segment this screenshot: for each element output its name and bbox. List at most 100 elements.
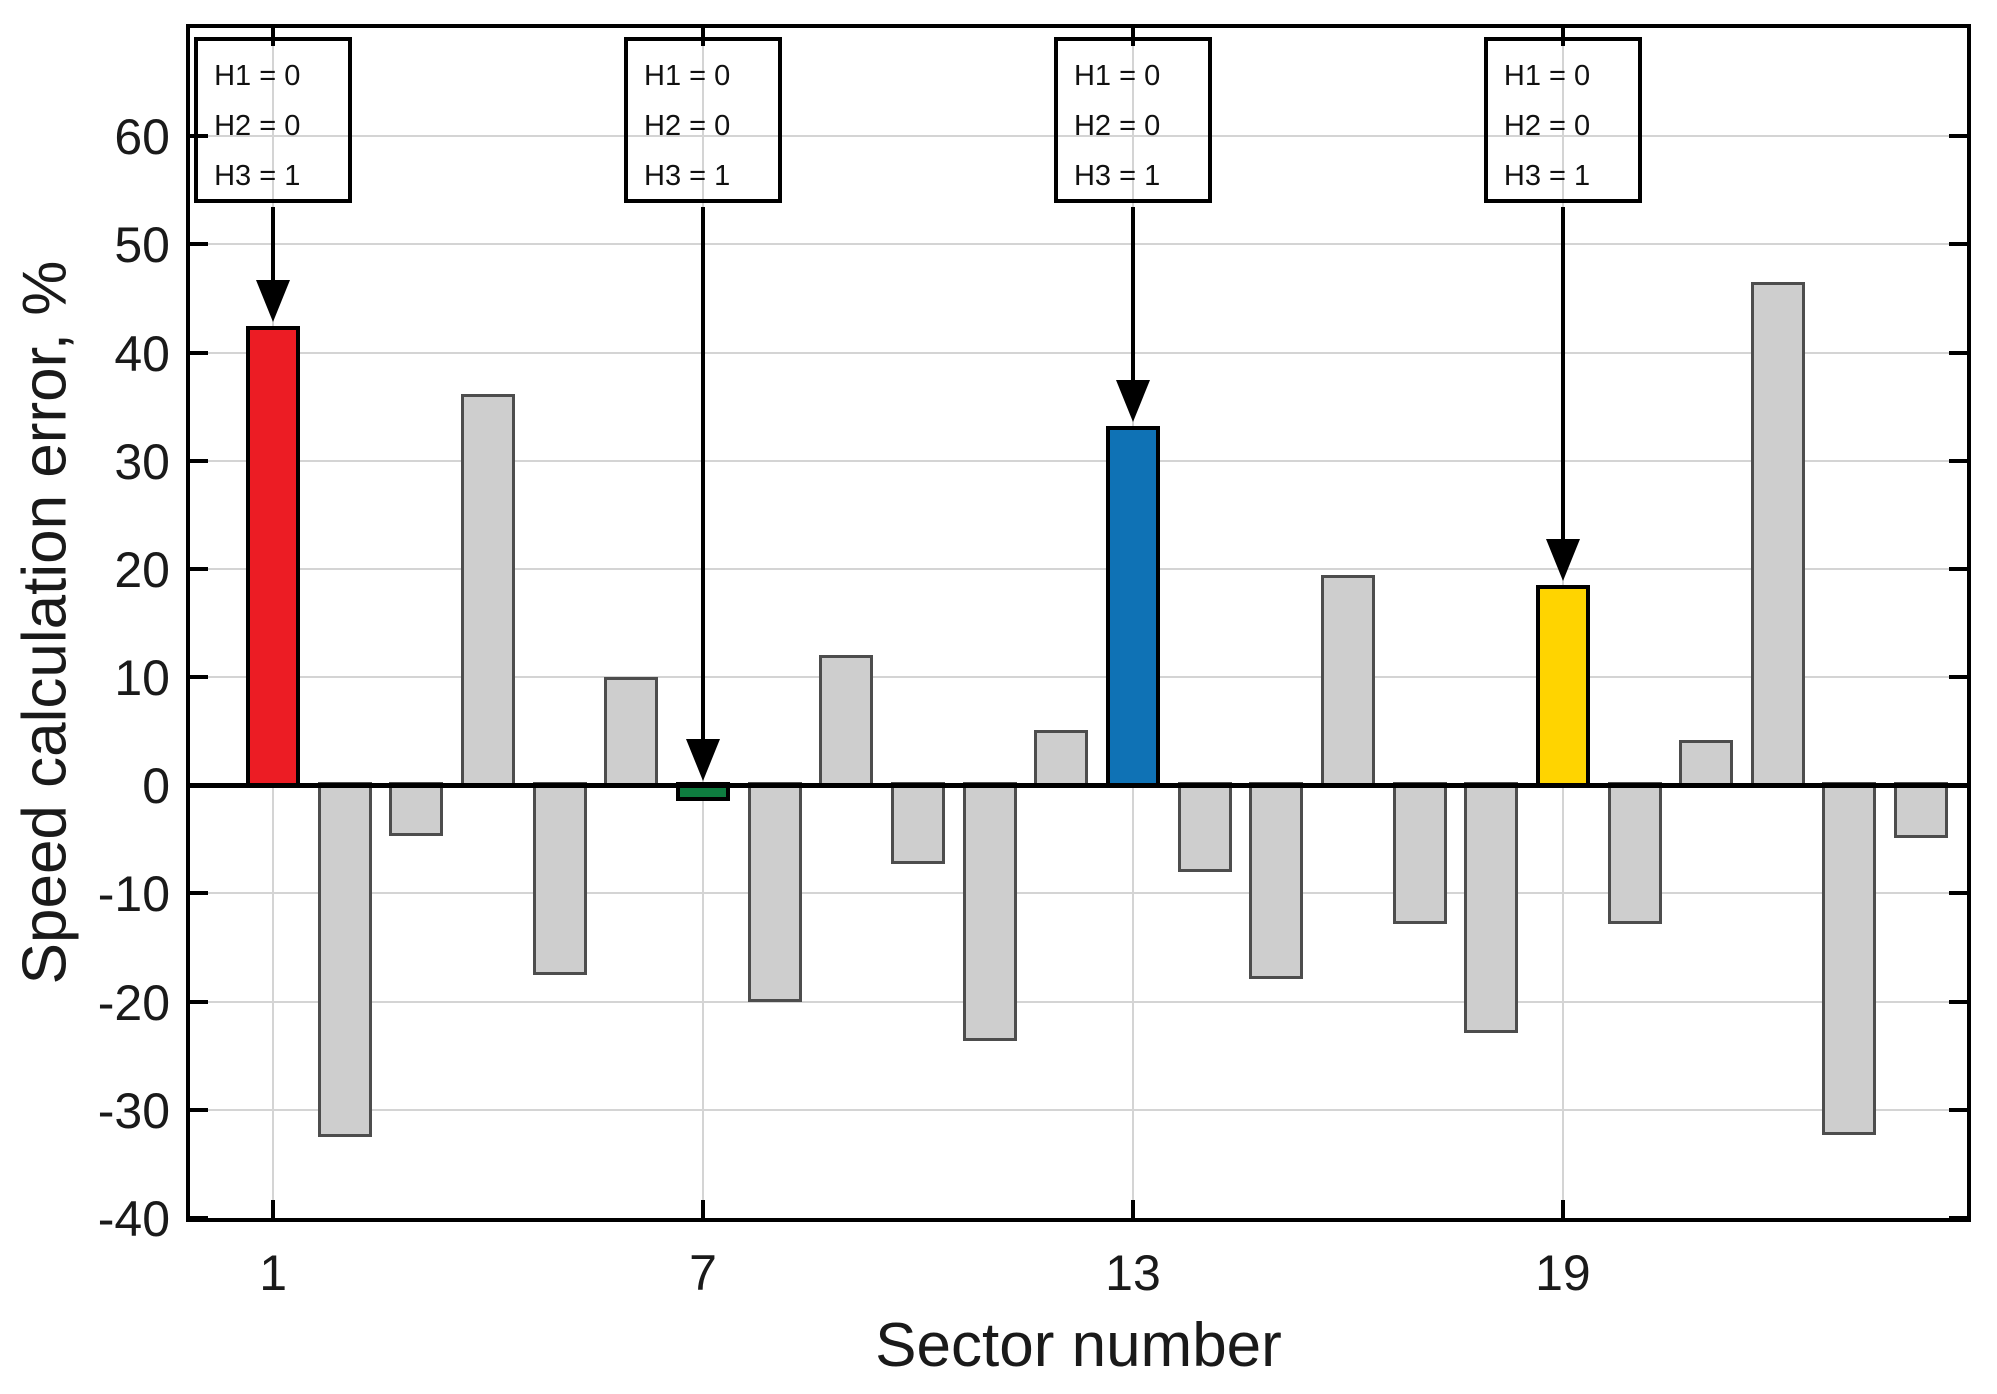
plot-area-border [186, 24, 1971, 1222]
bar-sector-3 [389, 782, 444, 837]
horizontal-gridline [190, 567, 1967, 570]
y-tick-left [190, 1216, 208, 1220]
x-tick-label: 1 [259, 1245, 288, 1301]
y-tick-label: 0 [142, 758, 170, 815]
y-tick-left [190, 783, 208, 788]
y-tick-label: 40 [114, 325, 170, 382]
y-tick-label: 30 [114, 433, 170, 490]
bar-sector-9 [819, 655, 874, 789]
bar-sector-10 [890, 782, 945, 865]
horizontal-gridline [190, 459, 1967, 462]
bar-sector-15 [1249, 782, 1304, 979]
annotation-arrow-line [701, 207, 706, 750]
annotation-text-line: H2 = 0 [1073, 110, 1161, 142]
annotation-arrow-head-icon [1115, 380, 1150, 423]
zero-line [190, 783, 1967, 789]
annotation-text-line: H2 = 0 [1503, 110, 1591, 142]
x-tick-label: 7 [689, 1245, 717, 1301]
bar-sector-11 [962, 782, 1017, 1041]
x-tick-label: 13 [1105, 1245, 1161, 1301]
annotation-text-line: H1 = 0 [1503, 60, 1591, 92]
x-tick-bottom [271, 1200, 276, 1218]
bar-sector-23 [1822, 782, 1877, 1135]
annotation-arrow-line [1130, 207, 1135, 391]
y-tick-left [190, 458, 208, 463]
y-tick-right [1949, 1216, 1967, 1220]
y-tick-right [1949, 891, 1967, 896]
bar-sector-5 [532, 782, 587, 975]
y-tick-right [1949, 783, 1967, 788]
horizontal-gridline [190, 1000, 1967, 1003]
y-tick-right [1949, 999, 1967, 1004]
annotation-text-line: H2 = 0 [214, 110, 301, 142]
y-tick-label: 50 [114, 217, 170, 274]
y-tick-label: -30 [97, 1082, 170, 1139]
bar-sector-20 [1607, 782, 1662, 924]
y-tick-left [190, 242, 208, 247]
y-tick-label: -40 [97, 1191, 170, 1247]
x-tick-bottom [1130, 1200, 1135, 1218]
y-tick-label: 60 [114, 109, 170, 166]
bar-sector-14 [1177, 782, 1232, 872]
bar-sector-24 [1894, 782, 1949, 839]
annotation-text-line: H3 = 1 [644, 160, 731, 192]
annotation-text-line: H2 = 0 [644, 110, 731, 142]
y-tick-right [1949, 134, 1967, 139]
y-tick-label: -20 [97, 974, 170, 1031]
bar-sector-22 [1750, 282, 1805, 789]
annotation-box-sector-13: H1 = 0 H2 = 0 H3 = 1 [1053, 37, 1212, 203]
y-tick-left [190, 350, 208, 355]
annotation-text-line: H1 = 0 [644, 60, 731, 92]
annotation-arrow-head-icon [256, 279, 291, 322]
bar-sector-21 [1679, 739, 1734, 789]
annotation-text-line: H1 = 0 [1073, 60, 1161, 92]
bar-sector-2 [317, 782, 372, 1137]
horizontal-gridline [190, 351, 1967, 354]
annotation-arrow-line [1560, 207, 1565, 550]
y-tick-label: 10 [114, 650, 170, 707]
y-tick-label: -10 [97, 866, 170, 923]
horizontal-gridline [190, 1108, 1967, 1111]
y-tick-left [190, 675, 208, 680]
y-tick-label: 20 [114, 541, 170, 598]
y-tick-left [190, 134, 208, 139]
x-tick-bottom [1560, 1200, 1565, 1218]
x-tick-label: 19 [1535, 1245, 1591, 1301]
y-tick-right [1949, 350, 1967, 355]
horizontal-gridline [190, 892, 1967, 895]
bar-sector-13 [1105, 426, 1160, 789]
horizontal-gridline [190, 676, 1967, 679]
annotation-arrow-head-icon [686, 739, 721, 782]
y-tick-right [1949, 242, 1967, 247]
horizontal-gridline [190, 243, 1967, 246]
x-tick-bottom [701, 1200, 706, 1218]
annotation-text-line: H1 = 0 [214, 60, 301, 92]
annotation-box-sector-19: H1 = 0 H2 = 0 H3 = 1 [1483, 37, 1642, 203]
y-tick-right [1949, 458, 1967, 463]
annotation-text-line: H3 = 1 [214, 160, 301, 192]
annotation-text-line: H3 = 1 [1073, 160, 1161, 192]
bar-sector-4 [461, 393, 516, 789]
y-axis-label: Speed calculation error, % [10, 260, 80, 985]
annotation-box-sector-7: H1 = 0 H2 = 0 H3 = 1 [624, 37, 783, 203]
y-tick-right [1949, 566, 1967, 571]
bar-sector-8 [747, 782, 802, 1002]
y-tick-left [190, 891, 208, 896]
annotation-text-line: H3 = 1 [1503, 160, 1591, 192]
y-tick-left [190, 999, 208, 1004]
bar-sector-1 [246, 325, 301, 789]
bar-sector-12 [1034, 730, 1089, 789]
annotation-box-sector-1: H1 = 0 H2 = 0 H3 = 1 [194, 37, 353, 203]
horizontal-gridline [190, 135, 1967, 138]
y-tick-right [1949, 675, 1967, 680]
y-tick-right [1949, 1107, 1967, 1112]
annotation-arrow-line [271, 207, 276, 290]
bar-sector-17 [1392, 782, 1447, 924]
y-tick-left [190, 566, 208, 571]
annotation-arrow-head-icon [1545, 539, 1580, 582]
y-tick-left [190, 1107, 208, 1112]
bar-sector-19 [1535, 585, 1590, 789]
bar-sector-6 [604, 677, 659, 789]
bar-sector-18 [1464, 782, 1519, 1033]
